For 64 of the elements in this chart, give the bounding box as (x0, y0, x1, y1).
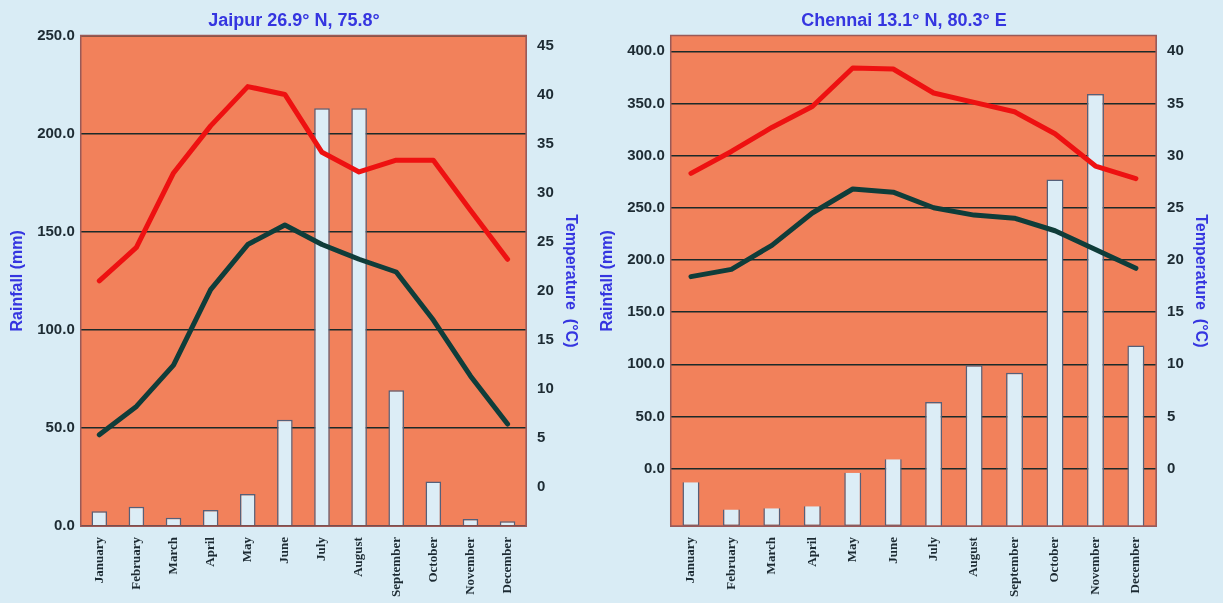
y2-tick-label: 25 (1167, 197, 1184, 215)
y2-tick-label: 15 (1167, 302, 1184, 320)
x-tick-label: August (350, 536, 366, 577)
x-tick-label: May (239, 536, 255, 563)
x-tick-label: November (461, 536, 477, 595)
y2-tick-label: 5 (537, 427, 546, 445)
x-tick-label: July (313, 536, 329, 561)
y2-tick-label: 25 (537, 231, 554, 249)
y-tick-label: 250.0 (627, 197, 665, 215)
y-tick-label: 400.0 (627, 41, 665, 59)
y-tick-label: 200.0 (37, 123, 75, 141)
chart-title: Jaipur 26.9° N, 75.8° (208, 9, 380, 30)
y-tick-label: 0.0 (643, 458, 665, 476)
y2-tick-label: 10 (1167, 354, 1184, 372)
x-tick-label: December (1127, 536, 1143, 594)
y2-tick-label: 0 (537, 476, 546, 494)
x-tick-label: February (722, 536, 738, 590)
y-tick-label: 50.0 (635, 406, 665, 424)
y2-tick-label: 45 (537, 35, 554, 53)
y-tick-label: 100.0 (627, 354, 665, 372)
x-tick-label: July (925, 536, 941, 561)
y-tick-label: 350.0 (627, 93, 665, 111)
y2-axis-title: Temperature (°C) (562, 214, 580, 348)
chart-title: Chennai 13.1° N, 80.3° E (801, 9, 1007, 30)
x-tick-label: April (803, 536, 819, 567)
y2-tick-label: 35 (1167, 93, 1184, 111)
y2-axis-title: Temperature (°C) (1192, 214, 1210, 348)
x-tick-label: September (387, 536, 403, 598)
y-axis-title: Rainfall (mm) (8, 230, 26, 332)
x-tick-label: November (1086, 536, 1102, 595)
y2-tick-label: 35 (537, 133, 554, 151)
y2-tick-label: 40 (1167, 41, 1184, 59)
y-tick-label: 200.0 (627, 250, 665, 268)
x-tick-label: June (884, 536, 900, 564)
x-tick-label: October (1046, 536, 1062, 583)
y-tick-label: 300.0 (627, 145, 665, 163)
y2-tick-label: 20 (537, 280, 554, 298)
x-tick-label: December (498, 536, 514, 594)
x-tick-label: June (276, 536, 292, 564)
y-tick-label: 0.0 (53, 516, 75, 534)
x-tick-label: March (763, 536, 779, 575)
y-tick-label: 50.0 (45, 418, 75, 436)
x-tick-label: October (424, 536, 440, 583)
y-tick-label: 250.0 (37, 25, 75, 43)
x-tick-label: March (164, 536, 180, 575)
x-tick-label: April (202, 536, 217, 567)
x-tick-label: February (127, 536, 143, 590)
x-tick-label: January (90, 536, 106, 584)
y2-tick-label: 15 (537, 329, 554, 347)
y-tick-label: 100.0 (37, 320, 75, 338)
x-tick-label: January (682, 536, 698, 584)
y2-tick-label: 20 (1167, 250, 1184, 268)
y2-tick-label: 40 (537, 84, 554, 102)
y2-tick-label: 30 (537, 182, 554, 200)
y2-tick-label: 0 (1167, 458, 1176, 476)
y2-tick-label: 5 (1167, 406, 1176, 424)
x-tick-label: August (965, 536, 981, 577)
x-tick-label: May (844, 536, 860, 563)
y-tick-label: 150.0 (37, 221, 75, 239)
y-axis-title: Rainfall (mm) (598, 230, 616, 332)
y2-tick-label: 30 (1167, 145, 1184, 163)
x-tick-label: September (1005, 536, 1021, 598)
y2-tick-label: 10 (537, 378, 554, 396)
y-tick-label: 150.0 (627, 302, 665, 320)
